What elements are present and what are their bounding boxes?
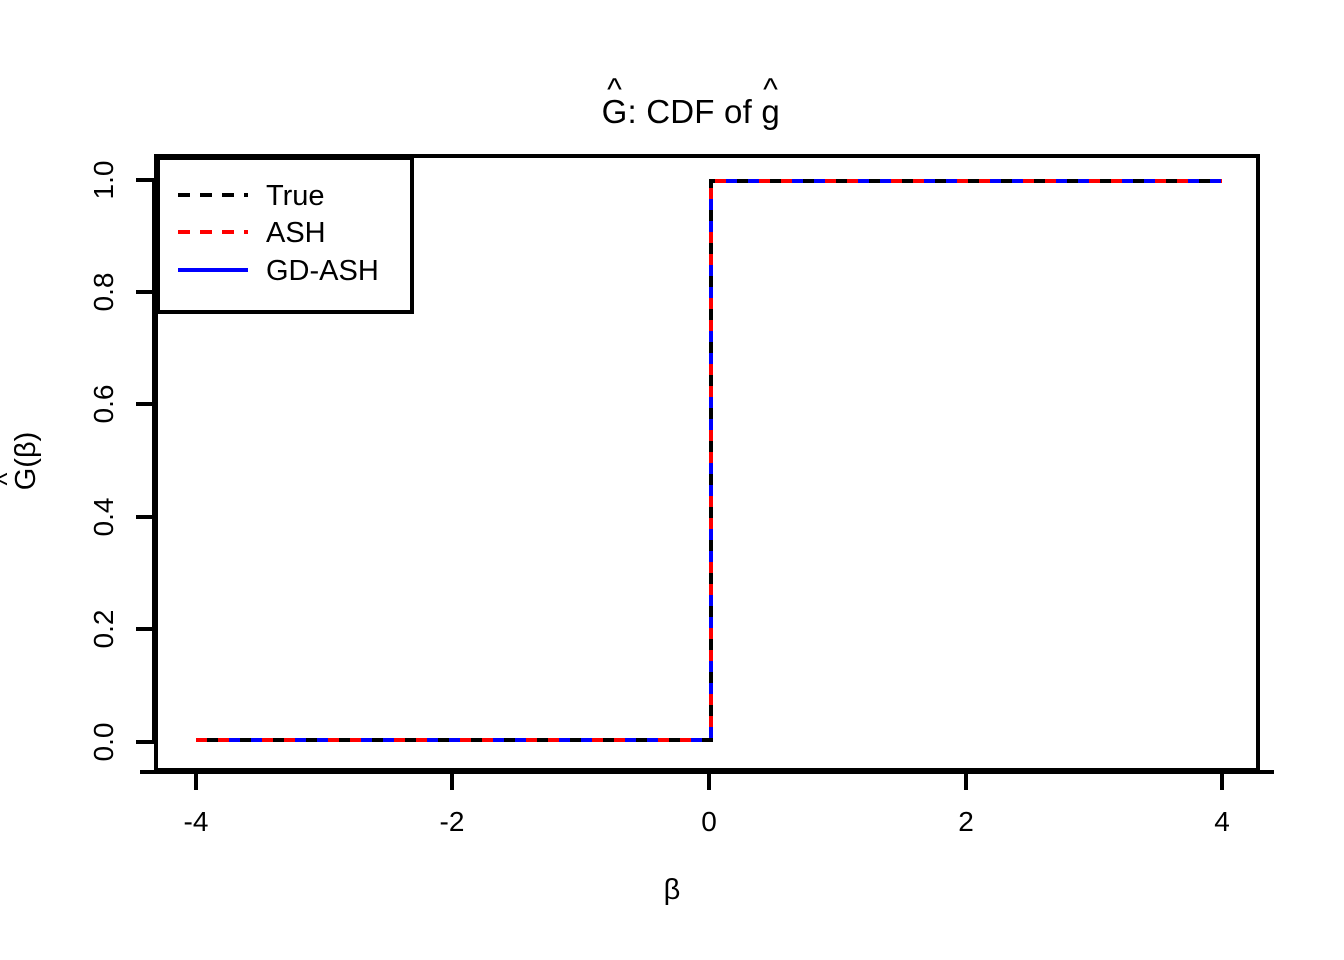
y-tick-marks	[136, 178, 154, 744]
title-g-lower-glyph: g	[761, 93, 780, 130]
y-tick-label: 0.8	[88, 272, 119, 312]
y-axis-label: ^G(β)	[0, 381, 44, 541]
y-tick-label: 1.0	[88, 160, 119, 200]
title-hat-lower-icon: ^	[763, 72, 779, 108]
x-axis-label: β	[663, 874, 681, 906]
ylabel-hat-icon: ^	[0, 468, 22, 491]
title-middle-text: : CDF of	[627, 93, 762, 130]
title-g-upper-hatted: ^ G	[601, 74, 628, 132]
legend-box	[156, 156, 414, 314]
x-tick-label: 0	[701, 806, 717, 837]
legend-item-ash: ASH	[266, 217, 326, 249]
y-tick-label: 0.0	[88, 722, 119, 762]
page-title: ^ G: CDF of ^ g	[0, 52, 1344, 172]
ylabel-tail-text: (β)	[10, 431, 42, 468]
y-tick-label: 0.6	[88, 384, 119, 424]
series-ash-line	[196, 179, 1222, 742]
legend-item-true: True	[266, 180, 325, 212]
x-tick-label: -2	[439, 806, 465, 837]
x-tick-marks	[194, 772, 1224, 790]
legend-item-gdash: GD-ASH	[266, 255, 379, 287]
title-g-upper-glyph: G	[601, 93, 628, 130]
y-tick-label: 0.2	[88, 609, 119, 649]
x-tick-label: 4	[1214, 806, 1230, 837]
ylabel-g-hatted: ^G	[0, 468, 44, 491]
y-tick-label: 0.4	[88, 497, 119, 537]
x-tick-label: 2	[958, 806, 974, 837]
title-g-lower-hatted: ^ g	[761, 74, 780, 132]
x-tick-label: -4	[183, 806, 209, 837]
title-hat-upper-icon: ^	[607, 72, 622, 108]
